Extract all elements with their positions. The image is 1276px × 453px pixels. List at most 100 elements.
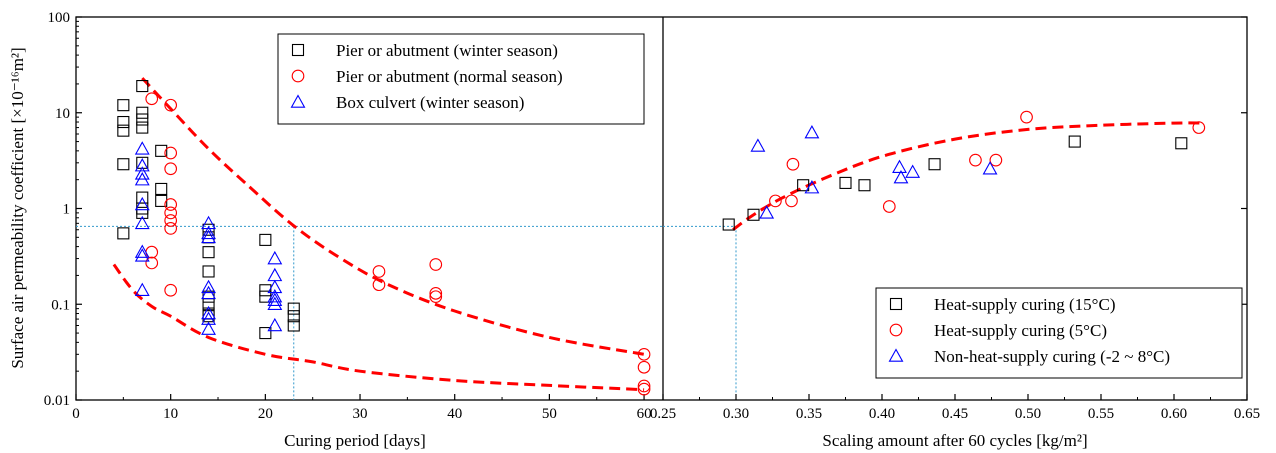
left-point-circle (164, 162, 178, 176)
right-legend-label: Heat-supply curing (15°C) (934, 295, 1115, 314)
right-point-circle (785, 194, 798, 208)
right-x-tick-label: 0.35 (796, 406, 822, 422)
left-point-triangle (201, 229, 216, 244)
left-x-tick-label: 40 (447, 406, 462, 422)
right-legend-marker-triangle (888, 348, 904, 362)
left-point-circle (145, 256, 159, 270)
left-point-triangle (267, 296, 283, 311)
left-point-circle (637, 347, 651, 361)
left-point-circle (164, 283, 178, 297)
left-legend: Pier or abutment (winter season) Pier or … (277, 33, 645, 125)
left-point-triangle (134, 141, 150, 155)
left-point-circle (164, 98, 178, 112)
left-point-triangle (201, 305, 216, 320)
right-point-square (928, 158, 941, 171)
left-point-circle (145, 92, 159, 106)
left-legend-marker-square (291, 43, 305, 57)
left-point-triangle (134, 244, 150, 258)
left-point-triangle (134, 196, 150, 211)
right-x-tick-label: 0.60 (1161, 406, 1187, 422)
left-point-triangle (134, 172, 150, 186)
left-point-triangle (267, 292, 283, 307)
left-x-tick-label: 10 (163, 406, 178, 422)
left-point-square (202, 223, 215, 236)
left-point-triangle (201, 225, 216, 240)
right-point-triangle (892, 159, 907, 173)
right-legend-box (875, 287, 1243, 379)
left-point-triangle (267, 250, 283, 265)
right-point-circle (969, 153, 982, 167)
right-point-circle (882, 200, 896, 213)
right-point-square (1068, 135, 1081, 148)
left-point-circle (164, 222, 178, 235)
left-point-triangle (267, 317, 283, 332)
left-point-triangle (267, 267, 283, 282)
left-point-triangle (134, 215, 150, 230)
left-point-circle (429, 290, 443, 304)
left-point-circle (637, 382, 651, 396)
left-point-square (117, 115, 130, 129)
right-point-square (839, 176, 852, 189)
left-x-axis-label: Curing period [days] (284, 431, 426, 450)
left-point-square (259, 327, 272, 340)
right-x-tick-label: 0.25 (650, 406, 676, 422)
left-point-circle (164, 198, 178, 211)
right-x-axis-label: Scaling amount after 60 cycles [kg/m²] (822, 431, 1087, 450)
left-point-circle (429, 258, 443, 271)
right-legend-marker-square (889, 297, 903, 311)
left-point-circle (637, 379, 651, 393)
right-point-square (722, 218, 735, 231)
right-x-tick-label: 0.65 (1234, 406, 1260, 422)
right-legend-marker-circle (889, 323, 903, 337)
left-trend-curve-0 (141, 77, 645, 356)
left-point-square (117, 158, 130, 171)
right-x-tick-label: 0.40 (869, 406, 895, 422)
right-point-circle (769, 194, 782, 208)
right-point-triangle (893, 170, 909, 184)
right-point-circle (989, 153, 1003, 167)
left-point-triangle (134, 166, 150, 180)
left-point-triangle (201, 311, 216, 325)
left-x-tick-label: 30 (353, 406, 368, 422)
left-point-square (117, 99, 130, 112)
left-point-square (259, 233, 272, 246)
left-legend-label: Pier or abutment (winter season) (336, 41, 558, 60)
left-point-square (136, 206, 149, 219)
y-axis-label: Surface air permeability coefficient [×1… (8, 47, 27, 368)
left-point-triangle (201, 279, 216, 294)
y-tick-label: 0.1 (51, 297, 70, 313)
y-tick-label: 1 (63, 202, 71, 218)
left-x-tick-label: 20 (258, 406, 273, 422)
left-point-square (117, 124, 130, 137)
left-point-square (287, 302, 300, 315)
left-point-square (287, 319, 300, 332)
left-point-square (136, 106, 149, 119)
right-legend-entries: Heat-supply curing (15°C) Heat-supply cur… (888, 295, 1170, 366)
left-legend-label: Box culvert (winter season) (336, 93, 524, 112)
right-point-square (797, 179, 810, 192)
reference-lines (76, 225, 737, 400)
left-point-square (117, 227, 130, 240)
right-x-tick-label: 0.30 (723, 406, 749, 422)
left-point-triangle (201, 321, 216, 335)
left-point-square (155, 144, 168, 157)
right-point-triangle (804, 180, 820, 194)
right-point-square (1175, 137, 1188, 150)
left-point-triangle (134, 282, 150, 297)
right-legend-label: Heat-supply curing (5°C) (934, 321, 1107, 340)
right-point-square (747, 208, 760, 221)
right-point-square (858, 179, 871, 192)
left-legend-box (277, 33, 645, 125)
left-legend-marker-triangle (290, 94, 306, 108)
right-point-triangle (905, 164, 921, 178)
right-point-circle (1020, 110, 1033, 124)
left-point-square (136, 80, 149, 93)
left-point-square (136, 113, 149, 126)
right-point-triangle (759, 205, 775, 219)
data-markers (117, 80, 1206, 396)
left-point-circle (372, 278, 386, 292)
left-point-square (202, 246, 215, 259)
left-point-circle (164, 214, 178, 227)
left-trend-curve-1 (112, 263, 645, 392)
